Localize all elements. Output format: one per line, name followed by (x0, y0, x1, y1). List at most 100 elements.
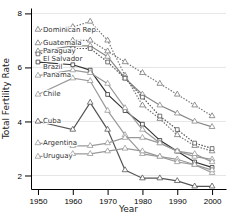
marker (141, 95, 145, 99)
marker (122, 145, 128, 150)
marker (210, 147, 214, 151)
y-tick: 6 (18, 63, 31, 72)
marker (157, 153, 163, 158)
marker (105, 126, 111, 131)
marker (174, 159, 180, 164)
series-markers (35, 145, 215, 172)
marker (87, 99, 93, 104)
marker (122, 105, 128, 110)
marker (87, 78, 93, 83)
grid-line (31, 175, 226, 176)
series-label: Paraguay (43, 47, 76, 55)
marker (175, 128, 179, 132)
marker (87, 18, 93, 23)
marker (209, 124, 215, 129)
y-tick-label: 8 (18, 9, 23, 18)
marker (105, 140, 111, 145)
y-axis: 2 4 6 8 (18, 9, 32, 190)
y-tick-mark (25, 121, 31, 122)
marker (105, 53, 111, 58)
marker (193, 141, 197, 145)
marker (122, 167, 128, 172)
x-tick-mark (108, 189, 109, 195)
marker (209, 159, 215, 164)
series-markers (35, 134, 215, 163)
y-axis-title: Total Fertility Rate (1, 57, 11, 140)
series-markers (35, 43, 215, 129)
marker (105, 148, 111, 153)
marker (105, 37, 111, 42)
y-tick-label: 6 (18, 63, 23, 72)
x-tick-mark (177, 189, 178, 195)
x-tick-label: 2000 (204, 197, 222, 206)
marker (105, 48, 111, 53)
x-tick: 1950 (30, 189, 48, 206)
series-markers (35, 18, 215, 153)
marker (87, 151, 93, 156)
marker (123, 76, 127, 80)
series-label: Guatemala (43, 39, 82, 47)
marker (209, 113, 215, 118)
series-line (38, 40, 212, 116)
marker (157, 102, 163, 107)
series-label: Panama (43, 71, 71, 79)
x-tick-mark (38, 189, 39, 195)
series-label: El Salvador (43, 55, 82, 63)
marker (141, 122, 145, 126)
marker (87, 142, 93, 147)
marker (192, 151, 198, 156)
marker (35, 72, 41, 77)
marker (140, 102, 146, 107)
marker (35, 26, 41, 31)
marker (174, 110, 180, 115)
y-tick-mark (25, 67, 31, 68)
marker (158, 114, 162, 118)
series-label: Cuba (43, 117, 61, 125)
series-labels: Dominican Rep. GuatemalaParaguayEl Salvad… (43, 26, 98, 161)
series-label: Brazil (43, 63, 63, 71)
series-label: Argentina (43, 139, 77, 147)
marker (35, 140, 41, 145)
y-tick: 4 (18, 118, 31, 127)
marker (209, 167, 215, 172)
y-tick-mark (25, 13, 31, 14)
series-line (38, 46, 212, 127)
marker (192, 161, 198, 166)
marker (71, 63, 75, 67)
x-tick: 1970 (99, 189, 117, 206)
x-tick: 1960 (64, 189, 82, 206)
series-label: Dominican Rep. (43, 26, 98, 34)
x-axis-title: Year (118, 204, 138, 214)
marker (35, 118, 41, 123)
marker (157, 140, 163, 145)
x-tick-mark (212, 189, 213, 195)
marker (35, 153, 41, 158)
x-tick: 2000 (204, 189, 222, 206)
x-tick: 1990 (169, 189, 187, 206)
marker (36, 60, 40, 64)
y-tick: 2 (18, 172, 31, 181)
series-line (38, 148, 212, 170)
marker (140, 70, 146, 75)
series-line (38, 62, 212, 167)
marker (192, 118, 198, 123)
x-tick-label: 1990 (169, 197, 187, 206)
marker (174, 132, 180, 137)
marker (122, 134, 128, 139)
marker (140, 134, 146, 139)
marker (105, 80, 111, 85)
x-tick-label: 1970 (99, 197, 117, 206)
marker (140, 175, 146, 180)
y-tick-label: 2 (18, 172, 23, 181)
series-label: Uruguay (43, 152, 73, 160)
marker (209, 183, 215, 188)
marker (36, 52, 40, 56)
y-tick: 8 (18, 9, 31, 18)
marker (87, 70, 93, 75)
x-tick-label: 1950 (30, 197, 48, 206)
series-markers (36, 60, 214, 169)
chart: 1950196019701980199020002468YearTotal Fe… (0, 0, 233, 216)
marker (88, 47, 92, 51)
y-axis-line (31, 9, 32, 190)
marker (35, 91, 41, 96)
